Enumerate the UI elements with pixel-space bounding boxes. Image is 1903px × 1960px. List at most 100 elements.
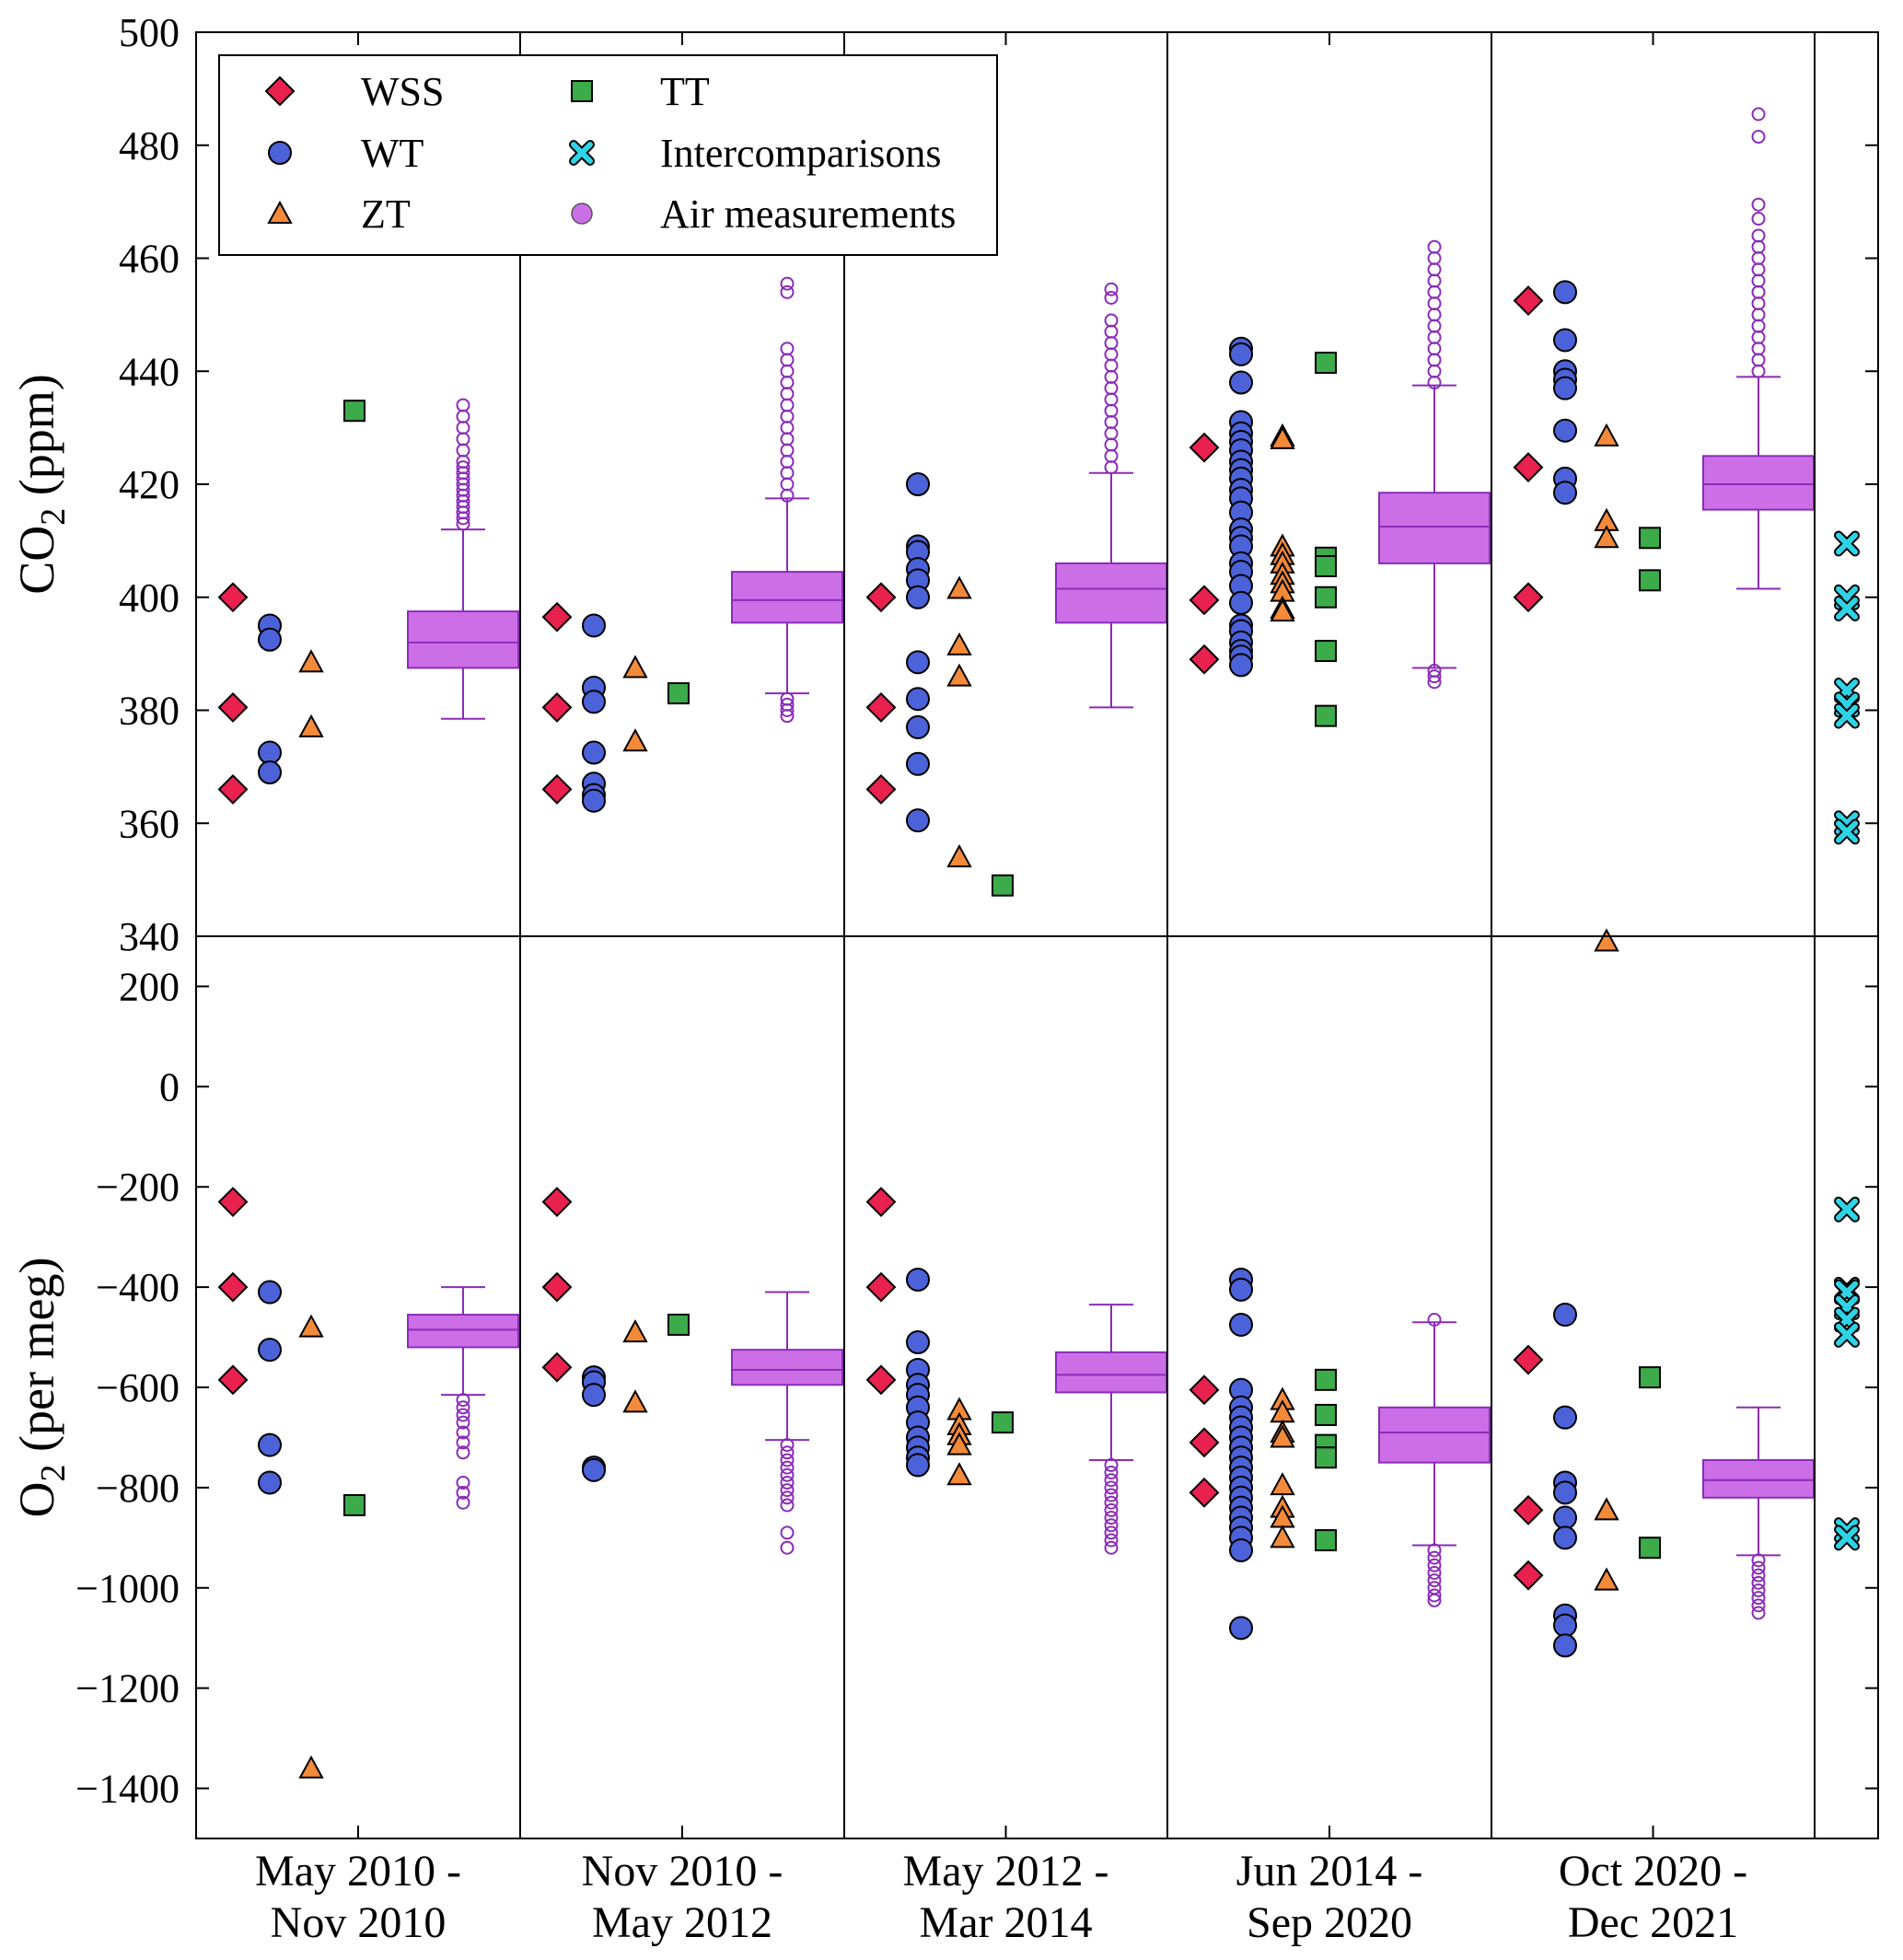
air-outlier [1104, 1488, 1119, 1502]
air-outlier [456, 443, 470, 458]
air-outlier [1427, 307, 1442, 322]
tt-point [1315, 1403, 1337, 1426]
air-outlier [1751, 262, 1766, 277]
air-outlier [1427, 1543, 1442, 1558]
air-outlier [1751, 1583, 1766, 1597]
legend-label: WT [361, 131, 424, 176]
air-outlier [1427, 330, 1442, 344]
air-outlier [1427, 353, 1442, 367]
air-outlier [1104, 460, 1119, 475]
air-outlier [780, 466, 795, 481]
air-outlier [456, 1445, 470, 1460]
y-tick-label: −600 [96, 1365, 180, 1410]
intercomparison-point [1834, 596, 1860, 622]
legend-label: ZT [361, 191, 411, 237]
iqr-box [1378, 492, 1491, 564]
air-outlier [780, 276, 795, 291]
tt-point [667, 682, 690, 705]
air-outlier [1104, 392, 1119, 407]
iqr-box [731, 1349, 843, 1386]
wt-point [1553, 481, 1577, 505]
air-outlier [1751, 1591, 1766, 1606]
period-label-line2: Nov 2010 [271, 1898, 447, 1947]
legend-item-air: Air measurements [571, 191, 956, 237]
wt-point [906, 1267, 930, 1292]
wt-point [1553, 1405, 1577, 1430]
zt-point [946, 1432, 972, 1456]
air-outlier [456, 1393, 470, 1408]
wss-point [541, 601, 573, 632]
y-tick-label: −200 [96, 1165, 180, 1210]
legend-marker [268, 141, 292, 165]
tt-point [992, 874, 1014, 897]
period-label-line1: Nov 2010 - [582, 1847, 783, 1896]
tt-point [1315, 554, 1337, 577]
wt-point [906, 714, 930, 739]
wt-point [1553, 1633, 1577, 1658]
air-outlier [1427, 319, 1442, 333]
tt-point [1639, 1366, 1661, 1389]
period-label-line2: Mar 2014 [920, 1898, 1093, 1947]
wt-point [1553, 1525, 1577, 1550]
air-outlier [1751, 239, 1766, 254]
legend-item-wss: WSS [264, 69, 444, 114]
iqr-box [731, 571, 843, 624]
air-outlier [780, 1445, 795, 1460]
wt-point [1229, 1277, 1253, 1302]
intercomparison-point [1834, 1525, 1860, 1551]
zt-point [946, 663, 972, 687]
tt-point [1639, 1537, 1661, 1560]
wss-point [1189, 1427, 1220, 1458]
wt-point [906, 751, 930, 776]
zt-point [298, 1755, 324, 1779]
zt-point [622, 655, 648, 678]
wt-point [1553, 1613, 1577, 1638]
air-outlier [1104, 369, 1119, 384]
air-outlier [780, 1438, 795, 1453]
air-outlier [1427, 1593, 1442, 1607]
wss-point [1513, 582, 1544, 613]
zt-point [1270, 1472, 1295, 1496]
air-outlier [1104, 1511, 1119, 1525]
zt-point [622, 728, 648, 752]
iqr-box [1055, 562, 1167, 624]
y-tick-label: 360 [119, 801, 180, 846]
wss-point [217, 692, 249, 723]
period-label-line2: May 2012 [592, 1898, 772, 1947]
air-outlier [780, 454, 795, 469]
wss-point [217, 774, 249, 805]
wss-point [217, 582, 249, 613]
zt-point [622, 1319, 648, 1343]
wss-point [217, 1271, 249, 1303]
iqr-box [1702, 455, 1815, 511]
y-tick-label: 380 [119, 689, 180, 734]
wss-point [865, 1187, 897, 1217]
tt-point [1315, 704, 1337, 727]
y-tick-label: 480 [119, 123, 180, 168]
air-outlier [780, 1490, 795, 1505]
zt-point [1594, 525, 1619, 549]
air-outlier [1427, 239, 1442, 254]
air-outlier [1104, 313, 1119, 328]
wss-point [541, 774, 573, 805]
wss-point [541, 1271, 573, 1303]
y-tick-label: −800 [96, 1466, 180, 1511]
wt-point [258, 1338, 282, 1363]
air-outlier [780, 477, 795, 492]
air-outlier [1751, 1598, 1766, 1613]
air-outlier [1104, 1502, 1119, 1517]
zt-point [1594, 1567, 1619, 1591]
iqr-box [1055, 1351, 1167, 1394]
tt-point [1315, 1529, 1337, 1552]
wss-point [1513, 1560, 1544, 1591]
air-outlier [1427, 675, 1442, 690]
wt-point [1553, 280, 1577, 305]
air-boxplot [407, 398, 519, 720]
legend: WSS WT ZT TT Intercomparisons Air measurement… [218, 54, 998, 256]
wt-point [258, 1280, 282, 1305]
air-boxplot [407, 1286, 519, 1510]
air-outlier [780, 342, 795, 356]
air-outlier [1104, 1525, 1119, 1540]
air-outlier [780, 1460, 795, 1475]
legend-marker [571, 203, 593, 225]
